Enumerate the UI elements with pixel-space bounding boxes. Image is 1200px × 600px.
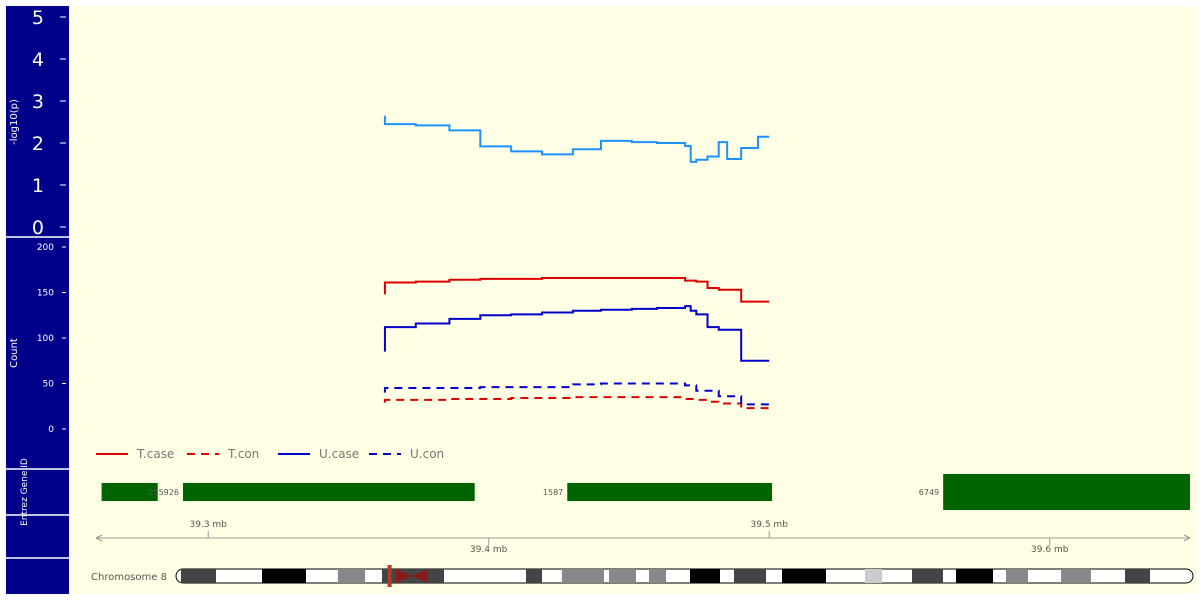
sidebar-background (6, 6, 69, 594)
gene-track-label: Entrez Gene ID (20, 458, 30, 526)
chromosome-band (262, 569, 306, 583)
axis-tick-label: 39.3 mb (190, 520, 228, 530)
chromosome-band (562, 569, 604, 583)
chromosome-band (1125, 569, 1150, 583)
chromosome-band (526, 569, 542, 583)
count-y-tick-label: 0 (48, 425, 54, 435)
count-ylabel: Count (9, 338, 20, 368)
genomic-axis: 39.3 mb 39.5 mb 39.4 mb 39.6 mb (95, 520, 1191, 555)
count-y-tick-label: 50 (43, 380, 55, 390)
legend-label-tcase: T.case (136, 447, 174, 461)
chromosome-body (175, 568, 1194, 584)
chromosome-band (181, 569, 216, 583)
chromosome-band (649, 569, 666, 583)
axis-arrow-left (95, 534, 103, 542)
axis-arrow-right (1183, 534, 1191, 542)
pvalue-y-tick-label: 2 (32, 133, 44, 155)
count-y-tick-label: 100 (37, 334, 54, 344)
pvalue-y-tick-label: 3 (32, 91, 44, 113)
pvalue-y-tick-label: 1 (32, 175, 44, 197)
chromosome-band (1006, 569, 1028, 583)
chromosome-band (609, 569, 636, 583)
pvalue-y-axis: 0 1 2 3 4 5 (32, 7, 66, 239)
chromosome-band (956, 569, 993, 583)
gene-id-label: 1587 (543, 488, 563, 497)
axis-tick-label: 39.6 mb (1031, 545, 1069, 555)
count-series (383, 276, 770, 410)
pvalue-y-tick-label: 5 (32, 7, 44, 29)
chromosome-band (338, 569, 365, 583)
count-y-tick-label: 200 (37, 243, 54, 253)
legend-label-ucase: U.case (319, 447, 359, 461)
chromosome-band (690, 569, 720, 583)
count-y-axis: 0 50 100 150 200 (37, 243, 66, 435)
pvalue-y-tick-label: 4 (32, 49, 44, 71)
chromosome-band (865, 569, 882, 583)
count-line-u-con (383, 382, 770, 406)
gene-block (567, 483, 773, 501)
count-y-tick-label: 150 (37, 289, 54, 299)
gene-block (943, 474, 1190, 510)
chromosome-ideogram (175, 565, 1194, 587)
axis-tick-label: 39.4 mb (470, 545, 508, 555)
chromosome-band (734, 569, 766, 583)
gene-block (182, 483, 475, 501)
pvalue-series (383, 115, 770, 163)
legend-label-tcon: T.con (227, 447, 259, 461)
gene-id-label: 6749 (919, 488, 939, 497)
count-line-t-con (383, 396, 770, 410)
gene-id-label: 255926 (148, 488, 179, 497)
centromere-right (411, 569, 428, 583)
legend-label-ucon: U.con (410, 447, 444, 461)
region-highlight-core (388, 565, 391, 587)
count-line-u-case (383, 305, 770, 362)
pvalue-line (383, 115, 770, 163)
chromosome-band (912, 569, 943, 583)
centromere-left (395, 569, 412, 583)
pvalue-ylabel: -log10(p) (9, 99, 20, 145)
gene-track: 255926 1587 6749 (101, 474, 1190, 510)
pvalue-y-tick-label: 0 (32, 217, 44, 239)
axis-tick-label: 39.5 mb (751, 520, 789, 530)
chromosome-label: Chromosome 8 (91, 572, 167, 583)
chromosome-band (1061, 569, 1091, 583)
count-line-t-case (383, 276, 770, 303)
gene-block (101, 483, 158, 501)
legend: T.case T.con U.case U.con (96, 447, 444, 461)
chromosome-band (782, 569, 826, 583)
